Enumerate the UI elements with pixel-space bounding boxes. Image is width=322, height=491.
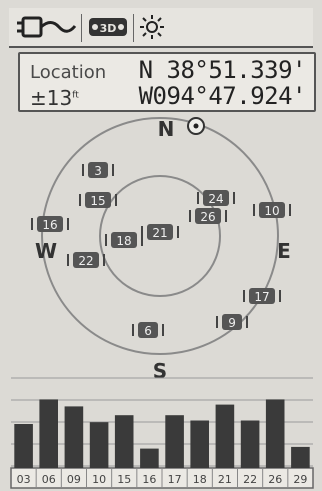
- signal-bar-03: [14, 424, 33, 468]
- satellite-marker: 26: [189, 208, 227, 224]
- satellite-label: 6: [144, 324, 152, 338]
- satellite-label: 26: [200, 210, 215, 224]
- status-separator: [133, 14, 134, 42]
- signal-bar-label: 16: [142, 473, 156, 486]
- satellite-marker: 16: [31, 216, 69, 232]
- satellite-marker: 9: [216, 314, 248, 330]
- location-panel: Location ±13ft N 38°51.339' W094°47.924': [18, 52, 316, 112]
- satellite-marker: 18: [105, 232, 143, 248]
- signal-bar-15: [114, 415, 134, 468]
- signal-bar-16: [140, 448, 159, 468]
- latitude-readout: N 38°51.339': [138, 56, 307, 84]
- satellite-label: 21: [152, 226, 167, 240]
- signal-bar-26: [265, 399, 285, 468]
- compass-south-label: S: [153, 359, 167, 378]
- satellite-label: 24: [208, 192, 223, 206]
- power-plug-icon: [17, 16, 77, 38]
- satellite-label: 16: [42, 218, 57, 232]
- signal-bar-09: [64, 406, 84, 468]
- signal-bar-22: [240, 420, 260, 468]
- compass-west-label: W: [35, 239, 57, 263]
- accuracy-unit: ft: [72, 90, 79, 101]
- satellite-label: 10: [264, 204, 279, 218]
- signal-bar-label: 22: [243, 473, 257, 486]
- accuracy-prefix: ±: [30, 86, 47, 110]
- satellite-marker: 22: [67, 252, 105, 268]
- signal-bar-06: [39, 399, 58, 468]
- signal-bar-label: 18: [193, 473, 207, 486]
- signal-bar-label: 26: [268, 473, 282, 486]
- satellite-marker: 17: [243, 288, 281, 304]
- satellite-label: 3: [94, 164, 102, 178]
- longitude-readout: W094°47.924': [138, 82, 307, 110]
- satellite-label: 9: [228, 316, 236, 330]
- satellite-marker: 6: [132, 322, 164, 338]
- signal-bar-21: [215, 404, 235, 468]
- satellite-label: 15: [90, 194, 105, 208]
- signal-bar-29: [291, 446, 310, 468]
- accuracy-readout: ±13ft: [30, 86, 79, 110]
- north-marker-icon: [187, 117, 205, 135]
- satellite-label: 17: [254, 290, 269, 304]
- satellite-marker: 15: [79, 192, 117, 208]
- satellite-label: 22: [78, 254, 93, 268]
- satellite-label: 18: [116, 234, 131, 248]
- signal-bar-label: 15: [117, 473, 131, 486]
- signal-bar-label: 21: [218, 473, 232, 486]
- signal-labels: 03 06 09 10 15 16 17 18 21 22 26 29: [17, 468, 307, 488]
- elevation-ring: [99, 175, 221, 297]
- compass-east-label: E: [277, 239, 291, 263]
- signal-bar-label: 10: [92, 473, 106, 486]
- sky-view: N E S W 3 15 16 22 18 21 2: [31, 117, 291, 378]
- signal-bar-label: 29: [293, 473, 307, 486]
- signal-strength-chart: 03 06 09 10 15 16 17 18 21 22 26 29: [10, 377, 314, 489]
- satellite-marker: 24: [197, 190, 235, 206]
- status-separator: [81, 14, 82, 42]
- svg-text:3D: 3D: [100, 22, 117, 35]
- location-label: Location: [30, 62, 107, 83]
- signal-bars: [14, 399, 310, 468]
- signal-bar-17: [165, 415, 184, 468]
- compass-north-label: N: [158, 117, 175, 141]
- horizon-ring: [41, 117, 279, 355]
- backlight-sun-icon: [140, 15, 164, 39]
- satellite-marker: 3: [82, 162, 114, 178]
- signal-bar-18: [190, 420, 209, 468]
- satellite-3d-icon: 3D: [89, 18, 127, 36]
- signal-bar-10: [89, 422, 109, 468]
- status-bar: 3D: [9, 8, 313, 48]
- signal-bar-label: 09: [67, 473, 81, 486]
- accuracy-value: 13: [46, 86, 73, 110]
- signal-bar-label: 06: [42, 473, 56, 486]
- satellite-marker: 10: [253, 202, 291, 218]
- signal-bar-label: 17: [168, 473, 182, 486]
- signal-bar-label: 03: [17, 473, 31, 486]
- satellite-marker: 21: [141, 224, 179, 240]
